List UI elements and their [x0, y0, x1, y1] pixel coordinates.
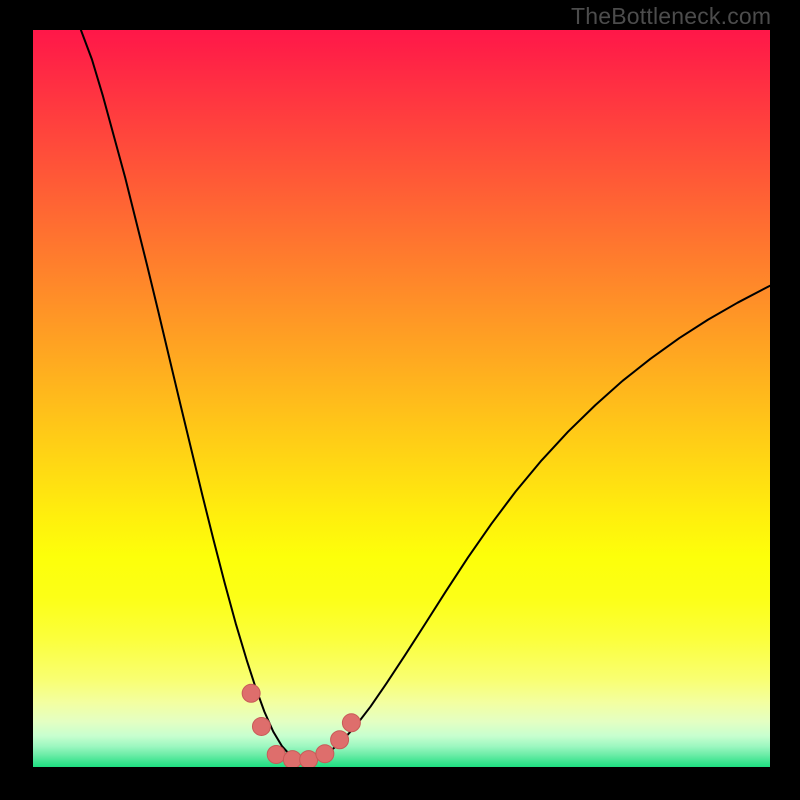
marker	[331, 731, 349, 749]
marker	[242, 684, 260, 702]
marker	[300, 751, 318, 767]
gradient-background	[33, 30, 770, 767]
plot-area	[33, 30, 770, 767]
source-watermark: TheBottleneck.com	[571, 3, 771, 30]
marker	[342, 714, 360, 732]
marker	[252, 717, 270, 735]
marker	[267, 745, 285, 763]
plot-svg	[33, 30, 770, 767]
chart-canvas: TheBottleneck.com	[0, 0, 800, 800]
marker	[316, 745, 334, 763]
marker	[283, 751, 301, 767]
